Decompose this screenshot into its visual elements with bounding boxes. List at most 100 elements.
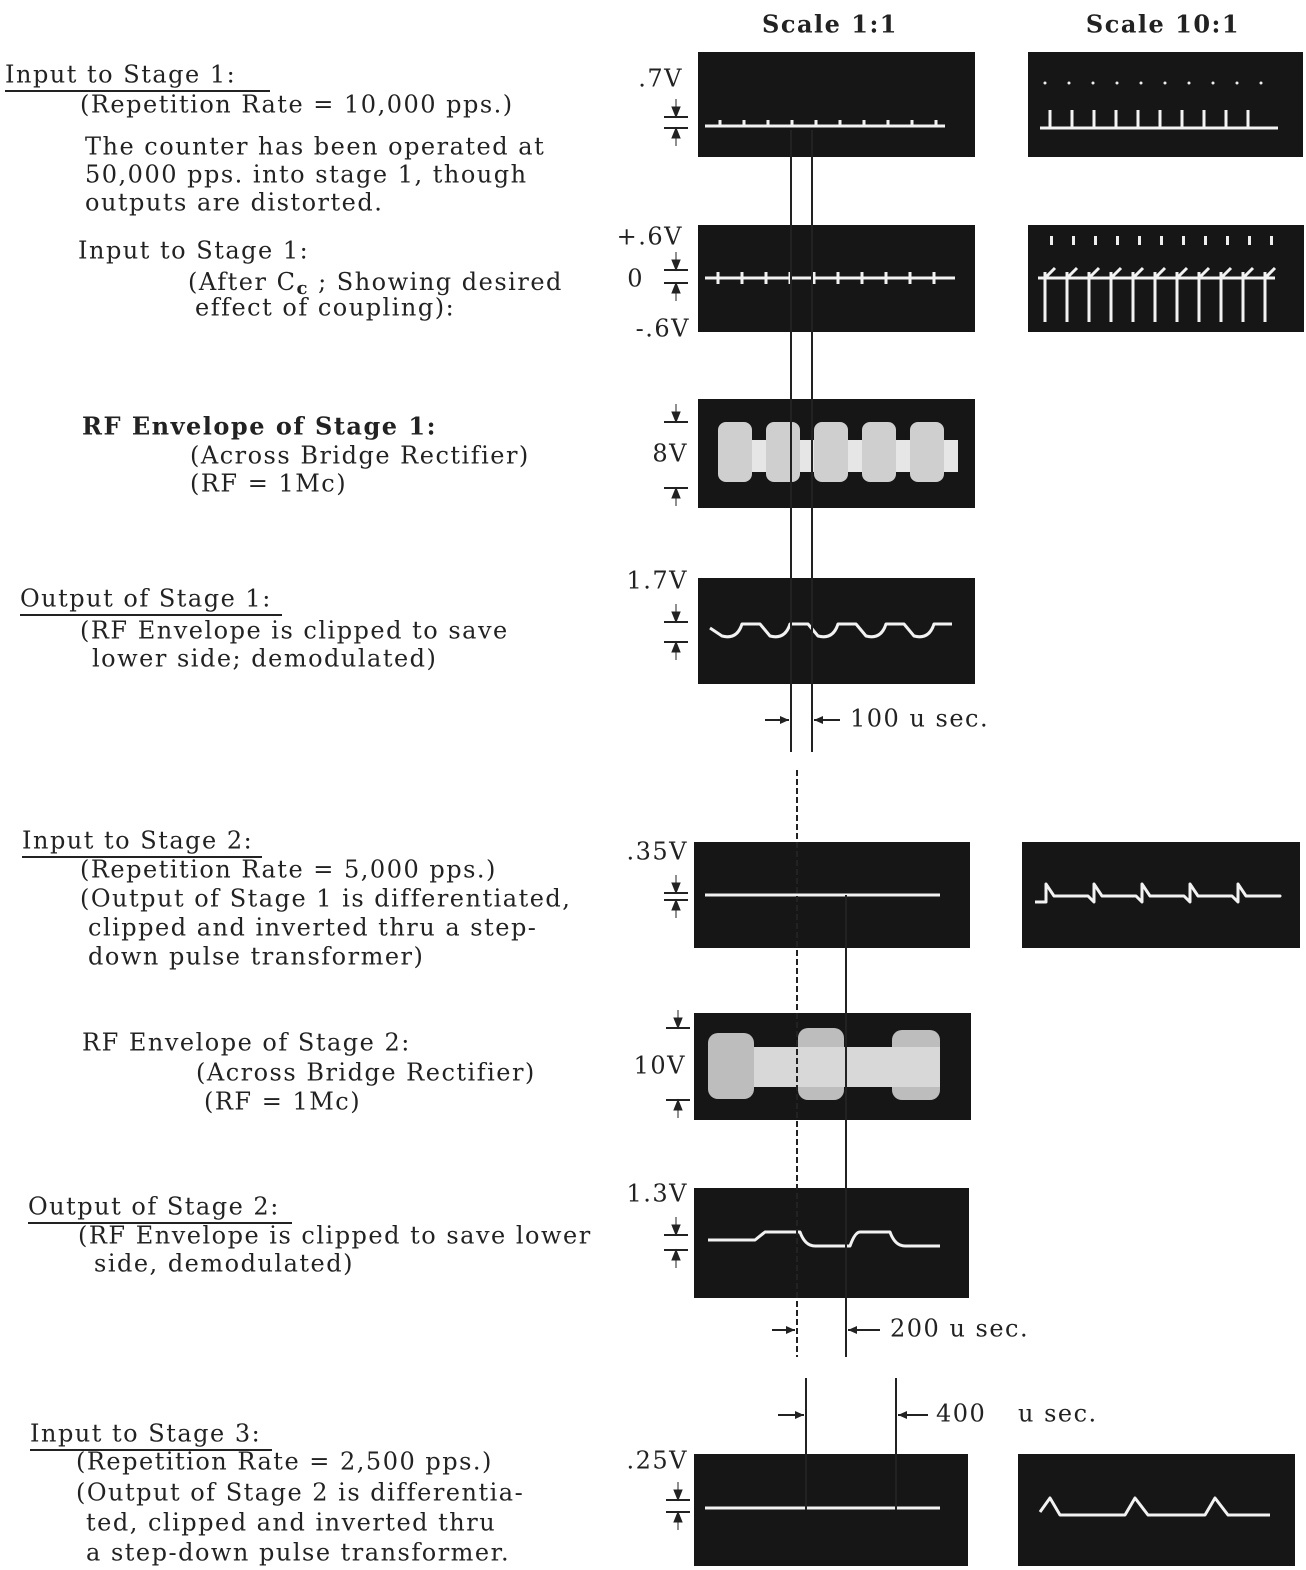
arrow-head	[780, 716, 789, 724]
timing-label: 400	[936, 1400, 986, 1428]
arrow-head	[672, 642, 680, 660]
timing-label: u sec.	[1018, 1400, 1098, 1428]
caption-line: down pulse transformer)	[88, 943, 424, 971]
trace-dot	[1188, 82, 1191, 85]
envelope	[814, 422, 848, 482]
arrow-head	[674, 1482, 682, 1500]
arrow-head	[672, 252, 680, 270]
trace-dot	[1116, 236, 1119, 245]
arrow-head	[672, 128, 680, 146]
caption-line: effect of coupling):	[195, 294, 455, 322]
arrow-head	[786, 1326, 795, 1334]
caption-line: (RF Envelope is clipped to save	[80, 617, 509, 645]
trace-dot	[1248, 236, 1251, 245]
voltage-label: .25V	[627, 1447, 689, 1475]
caption-line: Input to Stage 2:	[22, 827, 253, 855]
caption-line: clipped and inverted thru a step-	[88, 914, 537, 942]
arrow-head	[672, 900, 680, 918]
envelope	[862, 422, 896, 482]
scope-screen	[698, 52, 975, 157]
caption-line: (Across Bridge Rectifier)	[190, 442, 530, 470]
caption-line: Input to Stage 1:	[78, 237, 309, 265]
arrow-head	[672, 488, 680, 506]
scope-screen	[1028, 52, 1303, 157]
caption-line: Input to Stage 3:	[30, 1420, 261, 1448]
voltage-label: .7V	[638, 65, 683, 93]
trace-dot	[1094, 236, 1097, 245]
voltage-label: .35V	[627, 838, 689, 866]
caption-line: The counter has been operated at	[85, 133, 545, 161]
arrow-head	[672, 283, 680, 301]
envelope	[910, 422, 944, 482]
caption-line: (RF = 1Mc)	[190, 470, 347, 498]
voltage-label: 10V	[634, 1052, 686, 1080]
caption-line: RF Envelope of Stage 1:	[82, 412, 437, 441]
scope-screen	[1018, 1454, 1295, 1566]
caption-line: Output of Stage 2:	[28, 1193, 280, 1221]
voltage-label: 8V	[652, 440, 688, 468]
arrow-head	[672, 875, 680, 893]
scope-screen	[694, 1454, 968, 1566]
caption-line: (Repetition Rate = 2,500 pps.)	[76, 1448, 493, 1476]
voltage-label: +.6V	[617, 223, 683, 251]
arrow-head	[672, 1250, 680, 1268]
arrow-head	[795, 1411, 804, 1419]
trace-dot	[1212, 82, 1215, 85]
arrow-head	[898, 1411, 907, 1419]
trace-dot	[1116, 82, 1119, 85]
caption-line: (Output of Stage 1 is differentiated,	[80, 885, 571, 913]
trace-dot	[1068, 82, 1071, 85]
column-header: Scale 1:1	[762, 10, 898, 39]
arrow-head	[672, 604, 680, 622]
timing-label: 100 u sec.	[850, 705, 989, 733]
caption-line: (Repetition Rate = 5,000 pps.)	[80, 856, 497, 884]
trace-dot	[1164, 82, 1167, 85]
caption-span: (After C	[188, 268, 296, 296]
caption-line: a step-down pulse transformer.	[86, 1539, 510, 1567]
trace-dot	[1160, 236, 1163, 245]
arrow-head	[672, 1217, 680, 1235]
caption-line: (Across Bridge Rectifier)	[196, 1059, 536, 1087]
trace-dot	[1226, 236, 1229, 245]
caption-line: outputs are distorted.	[85, 189, 383, 217]
scope-screen	[694, 1188, 969, 1298]
voltage-label: 0	[627, 265, 644, 293]
envelope	[896, 440, 910, 472]
trace-dot	[1236, 82, 1239, 85]
trace-dot	[1138, 236, 1141, 245]
trace-dot	[1044, 82, 1047, 85]
trace-dot	[1092, 82, 1095, 85]
trace-dot	[1072, 236, 1075, 245]
trace-dot	[1182, 236, 1185, 245]
voltage-label: 1.7V	[627, 567, 689, 595]
arrow-head	[672, 99, 680, 117]
trace-dot	[1204, 236, 1207, 245]
arrow-head	[814, 716, 823, 724]
document-page: Scale 1:1 Scale 10:1 .7V +.6V 0 -.6V 8V 1.7V.…	[0, 0, 1306, 1570]
envelope	[944, 440, 958, 472]
caption-line: (Output of Stage 2 is differentia-	[76, 1479, 524, 1507]
caption-line: RF Envelope of Stage 2:	[82, 1029, 411, 1057]
timing-label: 200 u sec.	[890, 1315, 1029, 1343]
caption-span: ; Showing desired	[309, 268, 563, 296]
trace-dot	[1050, 236, 1053, 245]
envelope	[766, 422, 800, 482]
caption-line: (RF = 1Mc)	[204, 1088, 361, 1116]
caption-line: side, demodulated)	[94, 1250, 354, 1278]
arrow-head	[674, 1010, 682, 1028]
caption-line: ted, clipped and inverted thru	[86, 1509, 496, 1537]
envelope	[752, 440, 766, 472]
envelope	[708, 1033, 754, 1099]
voltage-label: 1.3V	[627, 1180, 689, 1208]
caption-line: Input to Stage 1:	[5, 61, 236, 89]
envelope	[718, 422, 752, 482]
arrow-head	[672, 404, 680, 422]
caption-line: Output of Stage 1:	[20, 585, 272, 613]
arrow-head	[848, 1326, 857, 1334]
voltage-label: -.6V	[636, 315, 690, 343]
envelope	[848, 440, 862, 472]
caption-line: 50,000 pps. into stage 1, though	[85, 161, 528, 189]
column-header: Scale 10:1	[1086, 10, 1240, 39]
arrow-head	[674, 1100, 682, 1118]
caption-line: (Repetition Rate = 10,000 pps.)	[80, 91, 514, 119]
